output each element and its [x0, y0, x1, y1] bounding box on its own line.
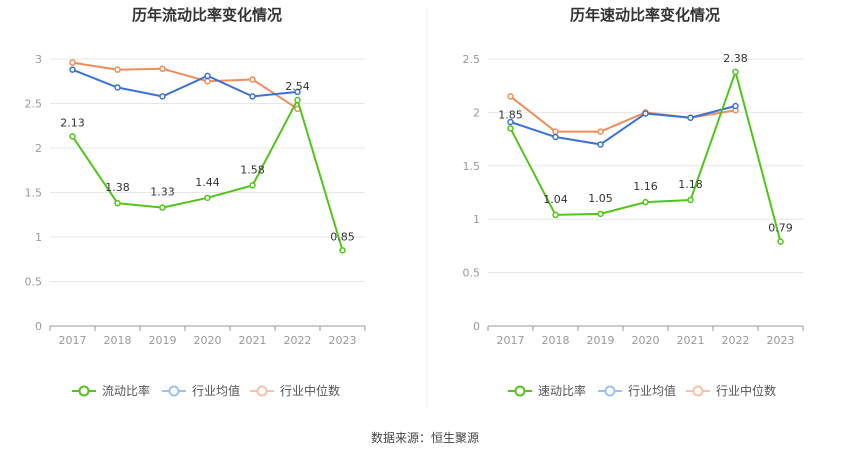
x-tick-label: 2018: [104, 334, 132, 347]
data-point: [204, 78, 211, 85]
legend-label: 行业中位数: [280, 383, 340, 398]
x-tick-label: 2021: [239, 334, 267, 347]
x-tick-label: 2022: [722, 334, 750, 347]
data-point: [597, 210, 604, 218]
x-tick-label: 2022: [284, 334, 312, 347]
x-tick-label: 2017: [59, 334, 87, 347]
y-tick-label: 0: [35, 320, 42, 333]
data-point: [249, 93, 256, 100]
legend-label: 行业均值: [628, 383, 676, 398]
chart-title: 历年流动比率变化情况: [132, 6, 282, 24]
data-point: [507, 125, 514, 132]
data-label: 2.13: [60, 116, 85, 129]
data-point: [507, 93, 514, 100]
data-point: [597, 128, 604, 135]
data-label: 1.18: [678, 178, 703, 191]
x-tick-label: 2020: [632, 334, 660, 347]
x-tick-label: 2023: [767, 334, 795, 347]
data-point: [552, 128, 559, 135]
y-tick-label: 2.5: [25, 98, 43, 111]
data-label: 1.05: [588, 192, 613, 205]
data-label: 1.85: [498, 108, 523, 121]
x-tick-label: 2017: [497, 334, 525, 347]
data-source-note: 数据来源：恒生聚源: [371, 430, 479, 445]
x-tick-label: 2018: [542, 334, 570, 347]
series-line-2: [72, 68, 298, 98]
legend-label: 行业均值: [192, 383, 240, 398]
legend-marker: [692, 385, 704, 397]
data-label: 1.44: [195, 176, 220, 189]
chart-2: 历年速动比率变化情况 0 0.5 1 1.5 2 2.5 2017 2018 2019 2020 20…: [463, 6, 804, 398]
data-point: [159, 204, 166, 211]
data-point: [249, 76, 256, 83]
data-label: 2.54: [285, 80, 310, 93]
y-tick-label: 1.5: [463, 160, 481, 173]
data-point: [204, 72, 211, 80]
data-point: [777, 238, 784, 245]
data-point: [732, 102, 739, 110]
data-point: [339, 247, 346, 254]
data-label: 1.38: [105, 181, 130, 194]
data-point: [552, 211, 559, 219]
data-point: [114, 199, 121, 207]
data-point: [114, 84, 121, 91]
x-tick-label: 2021: [677, 334, 705, 347]
data-label: 1.16: [633, 180, 658, 193]
x-tick-label: 2019: [587, 334, 615, 347]
y-tick-label: 1: [473, 213, 480, 226]
legend-marker: [78, 385, 90, 397]
legend-marker: [604, 385, 616, 397]
data-point: [687, 114, 694, 121]
y-tick-label: 3: [35, 53, 42, 66]
y-tick-label: 0.5: [25, 276, 43, 289]
data-label: 1.58: [240, 163, 265, 176]
data-point: [687, 196, 694, 204]
data-label: 1.04: [543, 193, 568, 206]
data-label: 2.38: [723, 52, 748, 65]
legend-label: 速动比率: [538, 383, 586, 398]
x-tick-label: 2023: [329, 334, 357, 347]
data-point: [294, 96, 301, 104]
y-tick-label: 2: [35, 142, 42, 155]
y-tick-label: 0: [473, 320, 480, 333]
data-point: [732, 68, 739, 76]
chart-title: 历年速动比率变化情况: [570, 6, 720, 24]
data-point: [159, 65, 166, 73]
legend-label: 行业中位数: [716, 383, 776, 398]
data-point: [204, 194, 211, 202]
legend-marker: [514, 385, 526, 397]
y-tick-label: 2: [473, 106, 480, 119]
data-point: [69, 66, 76, 73]
x-tick-label: 2020: [194, 334, 222, 347]
y-tick-label: 2.5: [463, 53, 481, 66]
data-label: 0.79: [768, 222, 793, 235]
legend-marker: [168, 385, 180, 397]
series-line-3: [72, 61, 299, 110]
y-tick-label: 0.5: [463, 267, 481, 280]
data-point: [642, 110, 649, 117]
data-point: [159, 93, 166, 100]
data-point: [597, 141, 604, 148]
data-point: [69, 133, 76, 140]
data-point: [249, 182, 256, 189]
data-label: 0.85: [330, 230, 355, 243]
x-tick-label: 2019: [149, 334, 177, 347]
data-point: [642, 198, 649, 206]
legend-label: 流动比率: [102, 383, 150, 398]
y-tick-label: 1.5: [25, 187, 43, 200]
legend-marker: [256, 385, 268, 397]
data-label: 1.33: [150, 186, 175, 199]
data-point: [69, 59, 76, 66]
y-tick-label: 1: [35, 231, 42, 244]
data-point: [552, 133, 559, 141]
data-point: [507, 118, 514, 126]
data-point: [114, 66, 121, 73]
chart-1: 历年流动比率变化情况 0 0.5 1 1.5 2 2.5 3 2017 2018 2019 2020 2…: [25, 6, 366, 398]
series-line-2: [510, 105, 736, 146]
series-line-1: [509, 68, 782, 242]
data-point: [294, 88, 301, 96]
